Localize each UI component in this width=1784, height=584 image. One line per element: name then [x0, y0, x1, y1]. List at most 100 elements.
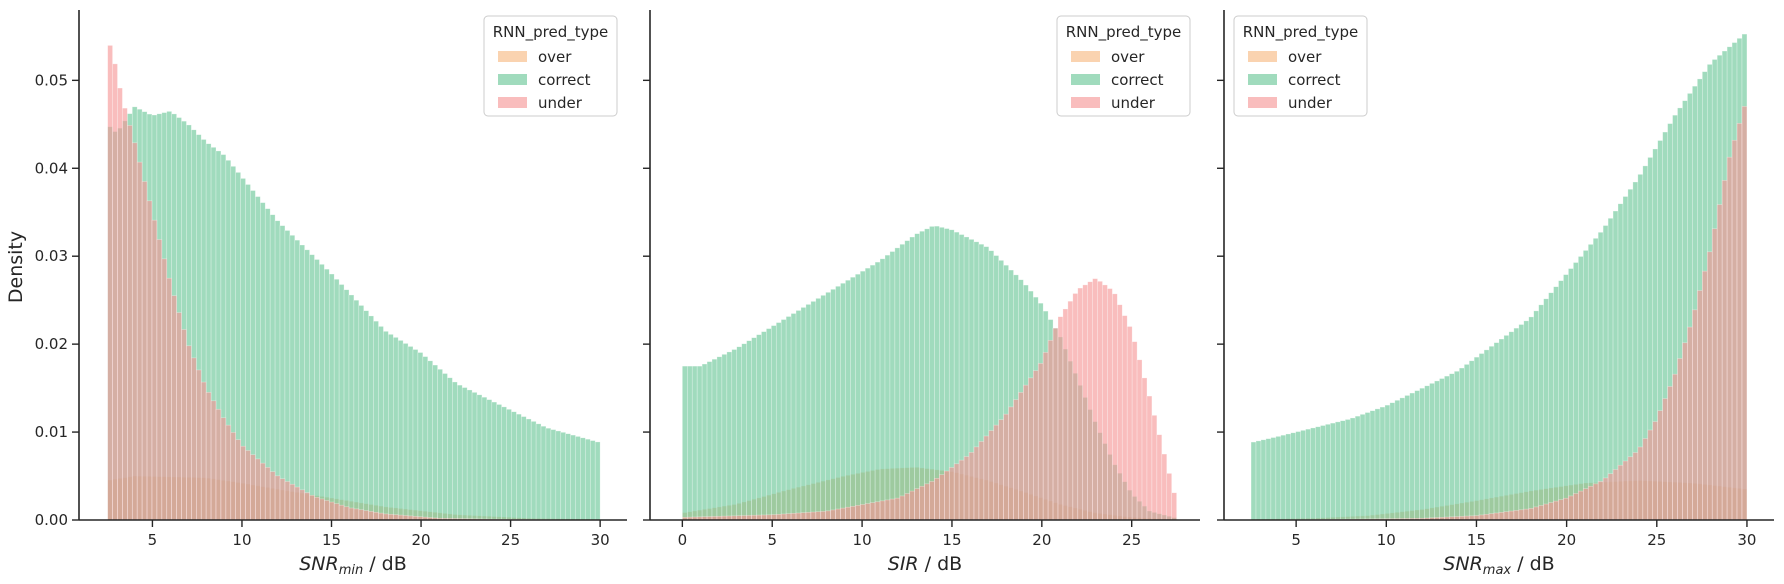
histogram-bar — [363, 310, 369, 521]
histogram-bar — [575, 436, 581, 521]
histogram-bar — [1409, 392, 1415, 521]
histogram-bar — [1523, 508, 1530, 521]
histogram-bar — [1558, 499, 1564, 521]
x-tick-label: 20 — [1032, 531, 1051, 549]
histogram-bar — [1503, 511, 1510, 521]
histogram-bar — [810, 511, 817, 521]
histogram-bar — [731, 349, 738, 521]
histogram-bar — [889, 498, 896, 521]
legend-swatch-correct — [498, 74, 527, 85]
histogram-bar — [1374, 408, 1381, 521]
histogram-bar — [1310, 427, 1316, 521]
histogram-bar — [1612, 469, 1619, 521]
histogram-bar — [1097, 281, 1103, 521]
legend-label-correct: correct — [1288, 71, 1341, 89]
histogram-bar — [511, 411, 517, 521]
histogram-bar — [859, 504, 866, 521]
histogram-bar — [343, 289, 350, 521]
histogram-bar — [1731, 139, 1738, 521]
histogram-bar — [191, 357, 197, 521]
histogram-bar — [716, 356, 723, 521]
histogram-bar — [736, 346, 742, 521]
histogram-bar — [1528, 316, 1535, 521]
histogram-bar — [1315, 426, 1321, 521]
histogram-bar — [225, 424, 232, 521]
histogram-bar — [805, 512, 812, 521]
histogram-bar — [820, 295, 826, 521]
histogram-bar — [560, 432, 566, 521]
x-tick-label: 0 — [678, 531, 688, 549]
histogram-bar — [1047, 339, 1054, 521]
histogram-bar — [914, 488, 920, 521]
histogram-bar — [284, 481, 291, 521]
histogram-bar — [919, 485, 925, 521]
histogram-bar — [1454, 370, 1460, 521]
histogram-bar — [570, 434, 576, 521]
histogram-bar — [353, 508, 360, 521]
histogram-bar — [1692, 309, 1698, 521]
histogram-bar — [176, 312, 182, 521]
series-under — [107, 45, 601, 521]
histogram-bar — [1146, 395, 1153, 521]
histogram-bar — [1330, 422, 1336, 521]
histogram-bar — [107, 45, 113, 521]
histogram-bar — [1028, 377, 1034, 521]
histogram-bar — [1706, 251, 1713, 521]
histogram-bar — [1399, 397, 1406, 521]
x-tick-label: 10 — [232, 531, 251, 549]
histogram-bar — [1553, 500, 1559, 521]
histogram-bar — [437, 368, 443, 521]
histogram-bar — [988, 430, 995, 521]
histogram-bar — [1736, 123, 1743, 521]
histogram-bar — [1439, 378, 1445, 521]
histogram-bar — [1449, 373, 1455, 521]
histogram-bar — [1062, 308, 1069, 521]
histogram-bar — [314, 497, 320, 521]
histogram-bar — [161, 258, 168, 521]
histogram-bar — [284, 230, 291, 521]
histogram-bar — [264, 467, 271, 521]
histogram-bar — [328, 501, 335, 521]
histogram-bar — [909, 490, 915, 521]
histogram-bar — [780, 319, 787, 521]
histogram-bar — [304, 492, 310, 521]
histogram-bar — [1255, 440, 1262, 521]
histogram-bar — [289, 483, 296, 521]
histogram-bar — [1280, 434, 1287, 521]
histogram-bar — [319, 264, 325, 521]
histogram-bar — [879, 500, 886, 521]
legend-title: RNN_pred_type — [1066, 23, 1181, 42]
histogram-bar — [1697, 290, 1703, 521]
histogram-bar — [968, 452, 975, 521]
histogram-bar — [1538, 304, 1544, 521]
histogram-bar — [215, 408, 222, 521]
histogram-bar — [1483, 349, 1490, 521]
histogram-bar — [1156, 434, 1163, 521]
histogram-bar — [1493, 342, 1500, 521]
histogram-bar — [924, 483, 930, 521]
histogram-bar — [299, 244, 305, 521]
y-tick-label: 0.05 — [35, 71, 68, 89]
histogram-bar — [550, 429, 557, 521]
histogram-bar — [397, 340, 404, 521]
histogram-bar — [1270, 437, 1277, 521]
histogram-bar — [383, 513, 389, 521]
histogram-bar — [899, 495, 906, 521]
histogram-bar — [1013, 399, 1019, 521]
x-tick-label: 15 — [322, 531, 341, 549]
histogram-bar — [944, 470, 950, 521]
x-tick-label: 25 — [1647, 531, 1666, 549]
legend-swatch-correct — [1248, 74, 1277, 85]
histogram-bar — [1295, 431, 1301, 521]
histogram-bar — [1503, 335, 1510, 521]
histogram-bar — [1538, 505, 1544, 521]
histogram-bar — [1072, 293, 1079, 521]
x-tick-label: 25 — [501, 531, 520, 549]
histogram-bar — [1528, 508, 1535, 521]
histogram-bar — [874, 501, 881, 521]
histogram-bar — [1057, 316, 1064, 521]
legend-box — [483, 15, 618, 117]
histogram-bar — [373, 511, 379, 521]
histogram-bar — [1642, 438, 1649, 521]
